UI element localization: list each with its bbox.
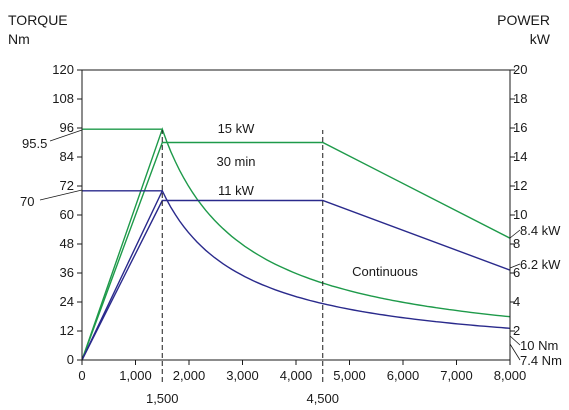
x-axis-extra-label: 1,500 <box>146 391 179 406</box>
x-axis-tick-label: 5,000 <box>333 368 366 383</box>
ticks-layer: 0122436486072849610812024681012141618200… <box>52 62 527 406</box>
power-continuous-end-leader <box>509 263 521 269</box>
x-axis-extra-label: 4,500 <box>306 391 339 406</box>
x-axis-tick-label: 3,000 <box>226 368 259 383</box>
power-30min-end-label: 8.4 kW <box>520 223 561 238</box>
x-axis-tick-label: 6,000 <box>387 368 420 383</box>
right-axis-tick-label: 6 <box>513 265 520 280</box>
left-axis-tick-label: 84 <box>60 149 74 164</box>
right-axis-unit: kW <box>530 31 551 47</box>
annotation-30min-power: 15 kW <box>218 121 256 136</box>
left-axis-tick-label: 108 <box>52 91 74 106</box>
series-power_cont <box>81 199 511 361</box>
right-axis-tick-label: 8 <box>513 236 520 251</box>
left-axis-tick-label: 72 <box>60 178 74 193</box>
power-30min-end-leader <box>509 229 521 239</box>
right-axis-title: POWER <box>497 12 550 28</box>
right-axis-tick-label: 14 <box>513 149 527 164</box>
left-axis-tick-label: 12 <box>60 323 74 338</box>
x-axis-tick-label: 7,000 <box>440 368 473 383</box>
left-axis-tick-label: 60 <box>60 207 74 222</box>
left-axis-tick-label: 24 <box>60 294 74 309</box>
x-axis-tick-label: 1,000 <box>119 368 152 383</box>
left-axis-title: TORQUE <box>8 12 68 28</box>
right-axis-tick-label: 4 <box>513 294 520 309</box>
left-axis-unit: Nm <box>8 31 30 47</box>
torque-continuous-end-label: 7.4 Nm <box>520 353 562 368</box>
torque-30min-value-label: 95.5 <box>22 136 47 151</box>
torque-30min-end-label: 10 Nm <box>520 338 558 353</box>
left-axis-tick-label: 36 <box>60 265 74 280</box>
torque-continuous-value-label: 70 <box>20 194 34 209</box>
left-axis-tick-label: 120 <box>52 62 74 77</box>
x-axis-tick-label: 8,000 <box>494 368 527 383</box>
left-axis-tick-label: 96 <box>60 120 74 135</box>
series-layer <box>81 127 511 361</box>
series-torque_cont <box>81 189 511 361</box>
series-power_30min <box>81 141 511 361</box>
right-axis-tick-label: 16 <box>513 120 527 135</box>
annotation-continuous-power: 11 kW <box>218 183 255 198</box>
torque-continuous-value-leader <box>39 189 83 201</box>
plot-frame <box>81 69 511 361</box>
right-axis-tick-label: 20 <box>513 62 527 77</box>
x-axis-tick-label: 0 <box>78 368 85 383</box>
torque-continuous-end-leader <box>509 343 521 361</box>
right-axis-tick-label: 18 <box>513 91 527 106</box>
right-axis-tick-label: 12 <box>513 178 527 193</box>
torque-30min-end-leader <box>509 335 521 346</box>
x-axis-tick-label: 4,000 <box>280 368 313 383</box>
torque-30min-value-leader <box>49 129 83 142</box>
x-axis-tick-label: 2,000 <box>173 368 206 383</box>
series-torque_30min <box>81 127 511 361</box>
annotation-30min: 30 min <box>216 154 255 169</box>
left-axis-tick-label: 48 <box>60 236 74 251</box>
annotation-continuous: Continuous <box>352 264 418 279</box>
guides-layer <box>161 130 324 382</box>
power-continuous-end-label: 6.2 kW <box>520 257 561 272</box>
right-axis-tick-label: 2 <box>513 323 520 338</box>
left-axis-tick-label: 0 <box>67 352 74 367</box>
right-axis-tick-label: 10 <box>513 207 527 222</box>
